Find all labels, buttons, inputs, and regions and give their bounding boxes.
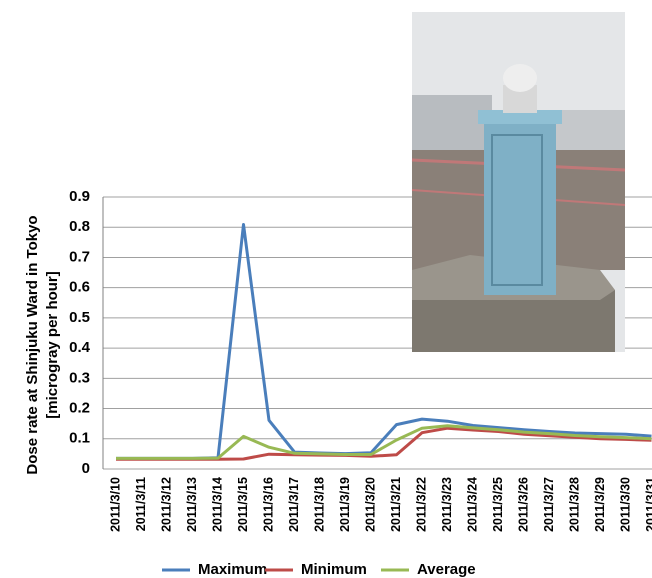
legend: Maximum Minimum Average <box>162 561 476 578</box>
y-tick-label: 0.4 <box>69 339 91 356</box>
x-tick-label: 2011/3/14 <box>210 477 224 532</box>
x-tick-label: 2011/3/19 <box>338 477 352 532</box>
series-line <box>116 426 652 459</box>
chart: 0 0.1 0.2 0.3 0.4 0.5 0.6 0.7 0.8 0.9 2011/3/10 201… <box>0 0 652 578</box>
y-tick-label: 0.9 <box>69 188 90 205</box>
x-tick-label: 2011/3/20 <box>363 477 377 532</box>
y-tick-label: 0.2 <box>69 400 90 417</box>
photo-building <box>412 95 492 155</box>
x-tick-label: 2011/3/24 <box>465 477 479 532</box>
x-tick-label: 2011/3/29 <box>593 477 607 532</box>
x-tick-label: 2011/3/27 <box>542 477 556 532</box>
legend-label: Maximum <box>198 561 267 578</box>
x-tick-label: 2011/3/21 <box>389 477 403 532</box>
photo-dome <box>503 64 537 92</box>
x-tick-label: 2011/3/12 <box>159 477 173 532</box>
y-tick-label: 0.1 <box>69 430 90 447</box>
y-tick-label: 0.6 <box>69 279 90 296</box>
y-tick-label: 0.8 <box>69 218 90 235</box>
y-axis-label-line: [microgray per hour] <box>44 271 61 419</box>
y-axis-label: Dose rate at Shinjuku Ward in Tokyo [mic… <box>24 215 61 474</box>
x-tick-label: 2011/3/17 <box>287 477 301 532</box>
x-tick-label: 2011/3/25 <box>491 477 505 532</box>
x-tick-label: 2011/3/16 <box>261 477 275 532</box>
x-tick-label: 2011/3/26 <box>516 477 530 532</box>
x-tick-label: 2011/3/18 <box>312 477 326 532</box>
legend-label: Minimum <box>301 561 367 578</box>
y-tick-label: 0.5 <box>69 309 90 326</box>
legend-label: Average <box>417 561 476 578</box>
x-tick-label: 2011/3/30 <box>618 477 632 532</box>
photo-cabinet <box>484 115 556 295</box>
y-tick-label: 0.7 <box>69 248 90 265</box>
y-tick-label: 0.3 <box>69 369 90 386</box>
x-tick-label: 2011/3/11 <box>134 477 148 531</box>
y-tick-label: 0 <box>82 460 90 477</box>
y-axis-label-line: Dose rate at Shinjuku Ward in Tokyo <box>24 215 41 474</box>
x-tick-label: 2011/3/13 <box>185 477 199 532</box>
x-tick-label: 2011/3/10 <box>108 477 122 532</box>
x-tick-label: 2011/3/28 <box>567 477 581 532</box>
x-tick-label: 2011/3/15 <box>236 477 250 532</box>
x-tick-label: 2011/3/23 <box>440 477 454 532</box>
x-tick-label: 2011/3/31 <box>644 477 652 532</box>
photo <box>412 12 625 352</box>
x-tick-label: 2011/3/22 <box>414 477 428 532</box>
